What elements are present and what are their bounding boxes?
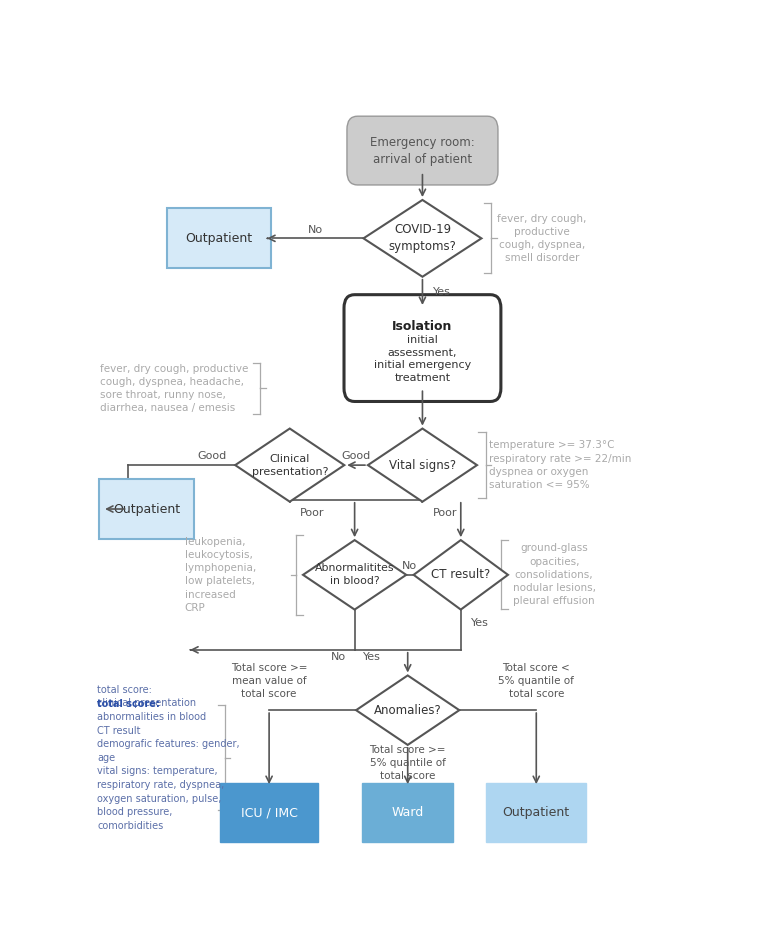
Polygon shape (356, 675, 460, 745)
FancyBboxPatch shape (221, 784, 318, 842)
Text: Yes: Yes (471, 618, 489, 628)
Text: fever, dry cough, productive
cough, dyspnea, headache,
sore throat, runny nose,
: fever, dry cough, productive cough, dysp… (100, 364, 248, 413)
FancyBboxPatch shape (486, 784, 587, 842)
Text: Vital signs?: Vital signs? (389, 459, 456, 471)
Text: Emergency room:
arrival of patient: Emergency room: arrival of patient (370, 136, 475, 165)
Text: Abnormalitites
in blood?: Abnormalitites in blood? (315, 563, 394, 586)
Text: Outpatient: Outpatient (503, 807, 570, 819)
FancyBboxPatch shape (347, 116, 498, 185)
Text: Ward: Ward (392, 807, 424, 819)
FancyBboxPatch shape (344, 294, 501, 402)
Text: fever, dry cough,
productive
cough, dyspnea,
smell disorder: fever, dry cough, productive cough, dysp… (498, 214, 587, 263)
Text: ground-glass
opacities,
consolidations,
nodular lesions,
pleural effusion: ground-glass opacities, consolidations, … (513, 543, 596, 606)
Text: Clinical
presentation?: Clinical presentation? (251, 453, 328, 477)
Text: initial
assessment,
initial emergency
treatment: initial assessment, initial emergency tr… (374, 334, 471, 383)
Polygon shape (368, 428, 477, 502)
Text: CT result?: CT result? (431, 568, 490, 581)
Text: No: No (403, 561, 418, 571)
FancyBboxPatch shape (362, 784, 454, 842)
Text: Poor: Poor (301, 507, 325, 518)
Text: temperature >= 37.3°C
respiratory rate >= 22/min
dyspnea or oxygen
saturation <=: temperature >= 37.3°C respiratory rate >… (489, 440, 632, 490)
Text: Total score <
5% quantile of
total score: Total score < 5% quantile of total score (498, 663, 575, 699)
Text: total score:
clinical presentation
abnormalities in blood
CT result
demografic f: total score: clinical presentation abnor… (97, 685, 240, 830)
Text: Isolation: Isolation (392, 319, 453, 332)
Text: Total score >=
mean value of
total score: Total score >= mean value of total score (231, 663, 307, 699)
Text: COVID-19
symptoms?: COVID-19 symptoms? (389, 223, 457, 254)
Text: No: No (330, 652, 345, 662)
Text: Yes: Yes (433, 287, 451, 297)
Text: Poor: Poor (433, 507, 457, 518)
Polygon shape (235, 428, 344, 502)
Text: Yes: Yes (364, 652, 381, 662)
Text: Outpatient: Outpatient (113, 503, 180, 516)
Text: Anomalies?: Anomalies? (374, 704, 441, 716)
FancyBboxPatch shape (99, 479, 193, 539)
Text: Good: Good (342, 451, 371, 462)
FancyBboxPatch shape (167, 208, 271, 268)
Polygon shape (414, 541, 508, 610)
Polygon shape (303, 541, 406, 610)
Text: total score:: total score: (97, 698, 161, 709)
Text: ICU / IMC: ICU / IMC (240, 807, 298, 819)
Text: leukopenia,
leukocytosis,
lymphopenia,
low platelets,
increased
CRP: leukopenia, leukocytosis, lymphopenia, l… (185, 537, 256, 613)
Text: Total score >=
5% quantile of
total score: Total score >= 5% quantile of total scor… (369, 745, 446, 782)
Text: No: No (308, 224, 323, 235)
Polygon shape (364, 200, 482, 276)
Text: Good: Good (197, 451, 226, 462)
Text: Outpatient: Outpatient (186, 232, 253, 245)
